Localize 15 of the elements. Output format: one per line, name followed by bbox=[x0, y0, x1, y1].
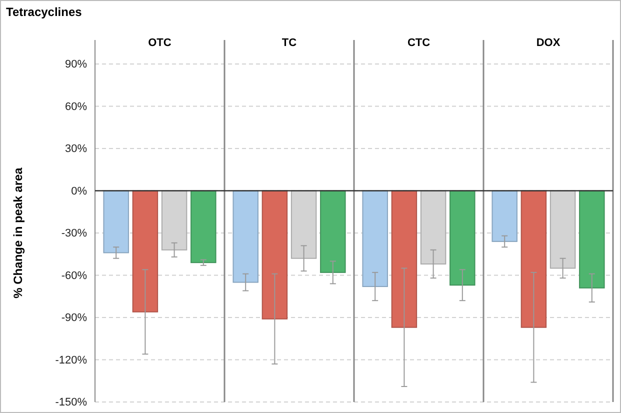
y-tick-label: 30% bbox=[64, 143, 88, 156]
y-tick-label: 90% bbox=[64, 58, 88, 71]
y-tick-label: -90% bbox=[61, 312, 88, 324]
y-tick-label: -30% bbox=[61, 228, 88, 240]
y-tick-label: -60% bbox=[61, 270, 88, 282]
x-tick-label: TC bbox=[282, 37, 297, 49]
y-tick-label: 0% bbox=[71, 185, 88, 198]
y-axis-title: % Change in peak area bbox=[11, 167, 25, 298]
x-tick-label: DOX bbox=[536, 37, 561, 49]
y-tick-label: -150% bbox=[55, 396, 88, 409]
chart-title: Tetracyclines bbox=[6, 5, 82, 19]
y-tick-label: -120% bbox=[55, 354, 88, 366]
x-tick-label: CTC bbox=[407, 37, 430, 49]
x-tick-label: OTC bbox=[148, 37, 172, 49]
y-tick-label: 60% bbox=[64, 100, 88, 113]
